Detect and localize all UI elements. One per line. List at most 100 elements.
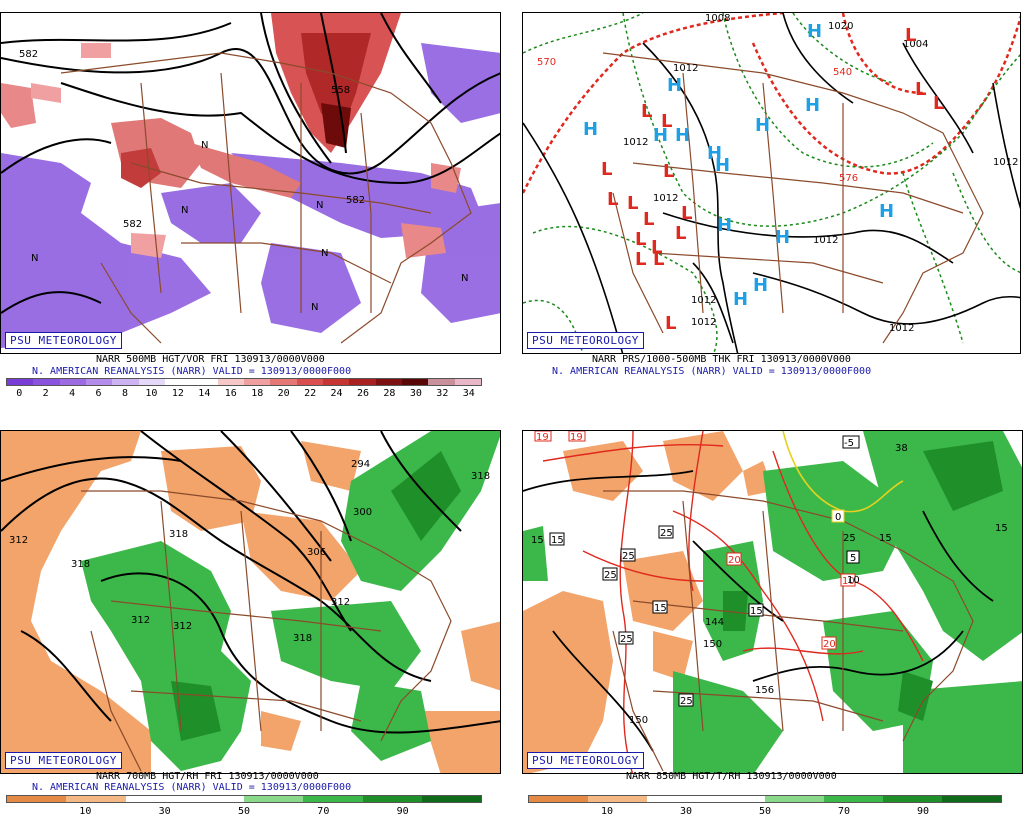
- height-label: 150: [629, 715, 648, 726]
- high-center: H: [805, 95, 820, 116]
- panel-title: NARR 500MB HGT/VOR FRI 130913/0000V000: [96, 354, 325, 365]
- vorticity-negative-fill: [1, 43, 500, 348]
- colorbar-tick-label: 20: [277, 388, 290, 399]
- map-500mb: 582 582 582 558 N N N N N N N PSU METEOR…: [0, 12, 501, 354]
- map-annotations: 15 25 25 25 25: [531, 431, 1008, 726]
- contour-label: 306: [307, 547, 326, 558]
- panel-subtitle: N. AMERICAN REANALYSIS (NARR) VALID = 13…: [552, 366, 872, 377]
- vort-marker: N: [181, 205, 188, 216]
- colorbar-tick-label: 8: [121, 388, 129, 399]
- psu-meteorology-label: PSU METEOROLOGY: [527, 752, 644, 769]
- contour-label: 582: [346, 195, 365, 206]
- isobar-label: 1012: [993, 157, 1018, 168]
- temp-label: 15: [654, 603, 667, 614]
- colorbar-tick-label: 70: [837, 806, 851, 817]
- isobar-label: 1008: [705, 13, 730, 24]
- high-center: H: [879, 201, 894, 222]
- low-center: L: [675, 223, 686, 244]
- isobar-label: 1012: [691, 317, 716, 328]
- contour-label: 312: [131, 615, 150, 626]
- boxed-label: 0: [831, 509, 845, 523]
- boxed-label: 15: [748, 603, 764, 617]
- temp-label: 25: [660, 528, 673, 539]
- colorbar-tick-label: 30: [409, 388, 422, 399]
- contour-label: 318: [471, 471, 490, 482]
- isobar-label: 1012: [813, 235, 838, 246]
- colorbar-swatch: [942, 796, 1001, 802]
- panel-pressure-thickness: 570 1012 1012 1012 1012 1012 1012 1012 1…: [522, 12, 1024, 407]
- temp-label: 19: [570, 432, 583, 443]
- panel-subtitle: N. AMERICAN REANALYSIS (NARR) VALID = 13…: [32, 366, 352, 377]
- colorbar-tick-label: 24: [330, 388, 343, 399]
- low-center: L: [651, 237, 662, 258]
- colorbar-tick-label: 10: [79, 806, 92, 817]
- colorbar-tick-label: 18: [251, 388, 264, 399]
- boxed-label: 10: [840, 573, 856, 587]
- colorbar-swatch: [138, 379, 165, 385]
- low-center: L: [915, 79, 926, 100]
- colorbar-tick-label: 10: [145, 388, 158, 399]
- colorbar-swatch: [243, 379, 271, 385]
- colorbar-swatch: [421, 796, 481, 802]
- political-borders: [602, 52, 984, 344]
- vort-marker: N: [321, 248, 328, 259]
- panel-700mb-rh: 312 318 318 312 312 300 294 318 318 306 …: [0, 430, 501, 819]
- contour-label: 318: [293, 633, 312, 644]
- colorbar-swatch: [184, 796, 244, 802]
- boxed-label: 20: [726, 552, 742, 566]
- colorbar-swatch: [824, 796, 883, 802]
- height-contours: [1, 431, 500, 734]
- vort-marker: N: [316, 200, 323, 211]
- high-center: H: [583, 119, 598, 140]
- low-center: L: [905, 25, 916, 46]
- temp-label: 15: [750, 606, 763, 617]
- rh-colorbar: [6, 795, 482, 803]
- temp-label: 20: [823, 639, 836, 650]
- colorbar-tick-label: 6: [95, 388, 102, 399]
- boxed-label: 25: [678, 693, 694, 707]
- boxed-label: 25: [620, 548, 636, 562]
- colorbar-tick-label: 2: [42, 388, 49, 399]
- colorbar-swatch: [112, 379, 139, 385]
- colorbar-swatch: [270, 379, 297, 385]
- colorbar-swatch: [191, 379, 218, 385]
- vort-marker: N: [311, 302, 318, 313]
- high-pressure-centers: H H H H H H H H H H H H H H: [583, 21, 894, 310]
- colorbar-tick-label: 22: [304, 388, 317, 399]
- thickness-label: 576: [839, 173, 858, 184]
- boxed-label: 19: [534, 431, 552, 443]
- boxed-label: 15: [652, 600, 668, 614]
- boxed-label: 25: [602, 567, 618, 581]
- colorbar-swatch: [401, 379, 429, 385]
- vort-marker: N: [461, 273, 468, 284]
- colorbar-swatch: [59, 379, 86, 385]
- height-label: 156: [755, 685, 774, 696]
- colorbar-swatch: [375, 379, 402, 385]
- map-850mb-svg: 15 25 25 25 25: [523, 431, 1022, 773]
- colorbar-tick-label: 16: [224, 388, 237, 399]
- political-borders: [81, 490, 452, 772]
- high-center: H: [733, 289, 748, 310]
- colorbar-swatch: [164, 379, 192, 385]
- contour-label: 312: [331, 597, 350, 608]
- colorbar-tick-label: 30: [679, 806, 693, 817]
- vorticity-colorbar-ticks: 0 2 4 6 8 10 12 14 16 18 20 22 24 26 28 30 32 34: [6, 388, 482, 402]
- psu-meteorology-label: PSU METEOROLOGY: [527, 332, 644, 349]
- high-center: H: [755, 115, 770, 136]
- colorbar-swatch: [33, 379, 60, 385]
- psu-meteorology-label: PSU METEOROLOGY: [5, 752, 122, 769]
- low-center: L: [681, 203, 692, 224]
- thickness-contours-warm: [523, 13, 1020, 194]
- temp-label: 10: [842, 576, 855, 587]
- isobars: [523, 13, 1020, 353]
- colorbar-tick-label: 4: [69, 388, 76, 399]
- contour-label: 318: [71, 559, 90, 570]
- colorbar-tick-label: 30: [158, 806, 171, 817]
- temp-label: 19: [536, 432, 549, 443]
- high-center: H: [707, 143, 722, 164]
- isobar-label: 1012: [673, 63, 698, 74]
- temp-label: -5: [844, 438, 854, 449]
- map-700mb: 312 318 318 312 312 300 294 318 318 306 …: [0, 430, 501, 774]
- temp-label: 25: [622, 551, 635, 562]
- colorbar-swatch: [303, 796, 363, 802]
